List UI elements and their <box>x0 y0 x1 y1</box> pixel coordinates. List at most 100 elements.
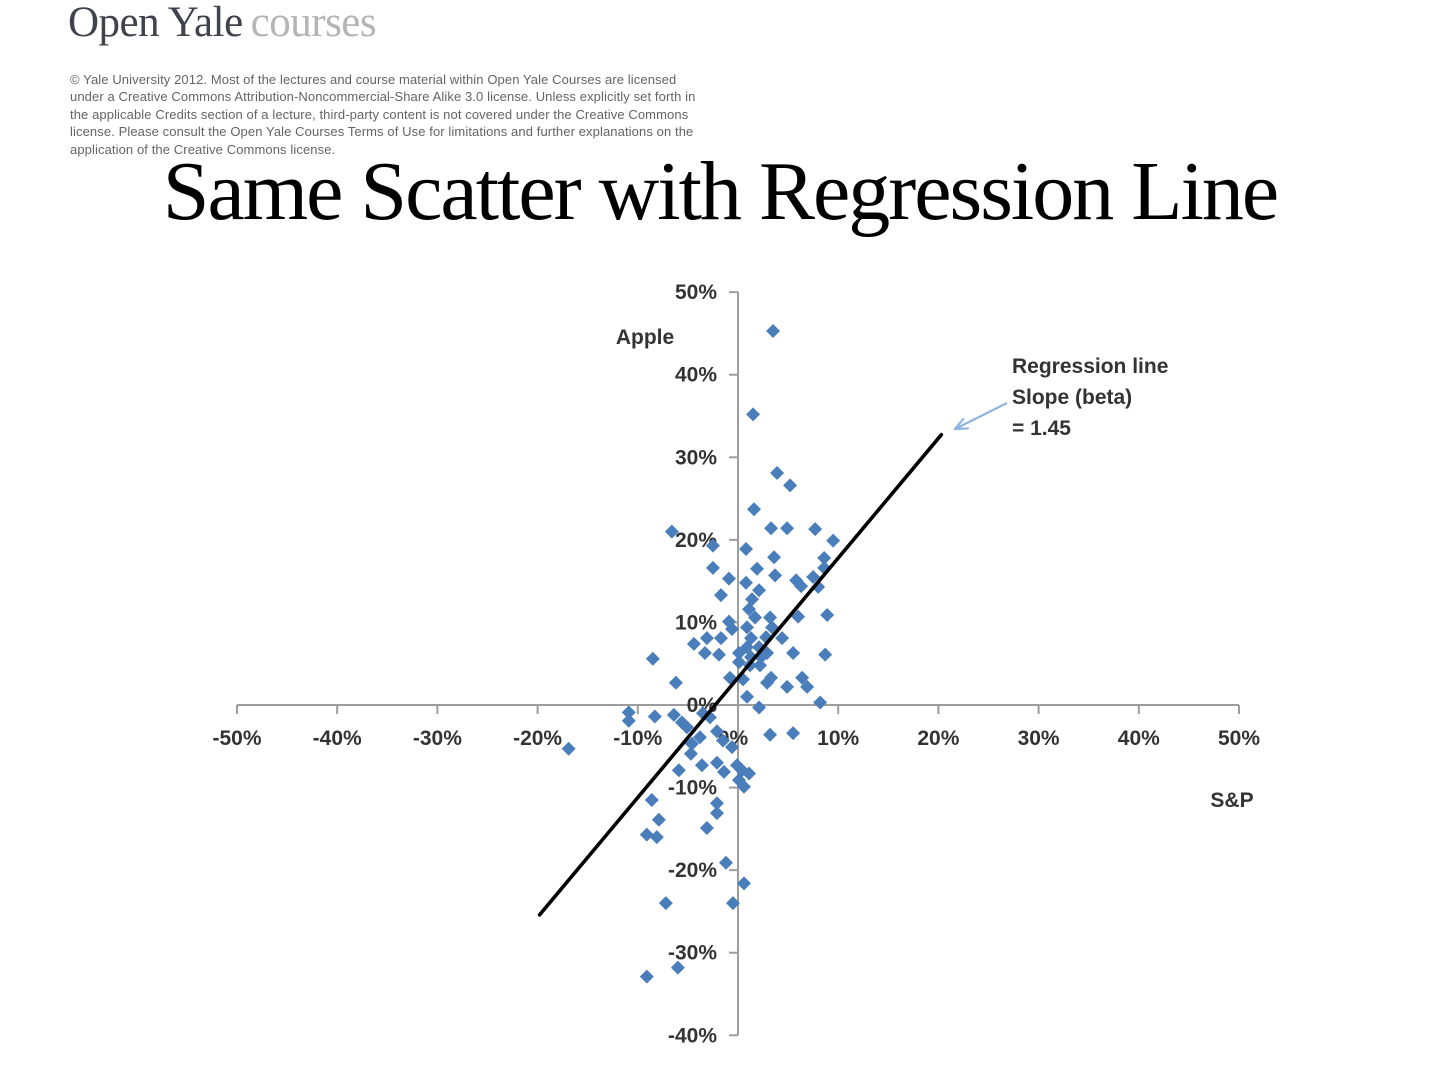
x-tick-label: -10% <box>613 727 662 750</box>
data-point <box>747 502 762 517</box>
annotation-line: Regression line <box>1012 355 1168 378</box>
data-point <box>561 741 576 756</box>
regression-line <box>537 432 944 917</box>
data-point <box>746 407 761 422</box>
data-point <box>786 645 801 660</box>
data-point <box>658 896 673 911</box>
data-point <box>664 524 679 539</box>
data-point <box>725 896 740 911</box>
data-point <box>671 763 686 778</box>
data-point <box>724 622 739 637</box>
data-point <box>699 821 714 836</box>
y-tick-label: 30% <box>675 446 717 469</box>
data-point <box>639 969 654 984</box>
x-tick-label: 30% <box>1018 727 1060 750</box>
data-point <box>768 568 783 583</box>
data-point <box>808 522 823 537</box>
data-point <box>753 658 768 673</box>
data-point <box>766 323 781 338</box>
data-point <box>721 571 736 586</box>
data-point <box>670 960 685 975</box>
data-point <box>770 465 785 480</box>
y-tick-label: -20% <box>668 859 717 882</box>
data-point <box>750 561 765 576</box>
data-point <box>740 620 755 635</box>
data-point <box>780 521 795 536</box>
open-yale-logo: Open Yale courses <box>68 0 377 50</box>
data-point <box>813 695 828 710</box>
data-point <box>760 675 775 690</box>
logo-text-courses: courses <box>250 0 377 46</box>
data-point <box>705 538 720 553</box>
data-point <box>621 705 636 720</box>
data-point <box>767 550 782 565</box>
y-tick-label: -40% <box>668 1024 717 1047</box>
data-point <box>786 726 801 741</box>
data-point <box>715 733 730 748</box>
y-tick-label: 50% <box>675 281 717 304</box>
data-point <box>684 736 699 751</box>
x-tick-label: 20% <box>917 727 959 750</box>
license-line: the applicable Credits section of a lect… <box>70 106 689 122</box>
data-point <box>742 766 757 781</box>
x-axis-title: S&P <box>1210 789 1253 812</box>
data-point <box>737 876 752 891</box>
scatter-points <box>561 323 841 984</box>
data-point <box>709 796 724 811</box>
data-point <box>764 521 779 536</box>
data-point <box>647 709 662 724</box>
slide-title: Same Scatter with Regression Line <box>162 145 1279 238</box>
data-point <box>713 631 728 646</box>
data-point <box>739 575 754 590</box>
annotation-line: Slope (beta) <box>1012 386 1132 409</box>
data-point <box>709 724 724 739</box>
data-point <box>716 764 731 779</box>
data-point <box>732 645 747 660</box>
data-point <box>651 812 666 827</box>
data-point <box>644 792 659 807</box>
data-point <box>742 602 757 617</box>
x-tick-label: -50% <box>212 727 261 750</box>
data-point <box>740 689 755 704</box>
y-tick-label: -10% <box>668 777 717 800</box>
license-line: under a Creative Commons Attribution-Non… <box>70 89 696 105</box>
data-point <box>697 645 712 660</box>
x-tick-label: 50% <box>1218 727 1260 750</box>
data-point <box>817 551 832 566</box>
data-point <box>683 746 698 761</box>
data-point <box>724 740 739 755</box>
data-point <box>666 707 681 722</box>
license-line: © Yale University 2012. Most of the lect… <box>70 72 677 87</box>
regression-annotation: Regression line Slope (beta) = 1.45 <box>1012 355 1168 440</box>
x-tick-label: -20% <box>513 727 562 750</box>
data-point <box>826 533 841 548</box>
x-tick-label: 10% <box>817 727 859 750</box>
data-point <box>645 651 660 666</box>
data-point <box>679 720 694 735</box>
data-point <box>806 570 821 585</box>
data-point <box>732 655 747 670</box>
data-point <box>713 588 728 603</box>
data-point <box>692 730 707 745</box>
data-point <box>694 758 709 773</box>
data-point <box>763 610 778 625</box>
data-point <box>780 679 795 694</box>
x-tick-label: -40% <box>313 727 362 750</box>
data-point <box>699 631 714 646</box>
x-tick-label: 40% <box>1118 727 1160 750</box>
license-line: application of the Creative Commons lice… <box>70 141 336 157</box>
data-point <box>783 478 798 493</box>
data-point <box>709 755 724 770</box>
y-tick-label: -30% <box>668 942 717 965</box>
data-point <box>752 700 767 715</box>
y-tick-label: 10% <box>675 611 717 634</box>
annotation-arrow-icon <box>953 402 1008 431</box>
data-point <box>705 560 720 575</box>
logo-text-open-yale: Open Yale <box>68 0 243 46</box>
data-point <box>795 670 810 685</box>
data-point <box>800 679 815 694</box>
data-point <box>752 583 767 598</box>
y-axis-title: Apple <box>616 326 674 349</box>
